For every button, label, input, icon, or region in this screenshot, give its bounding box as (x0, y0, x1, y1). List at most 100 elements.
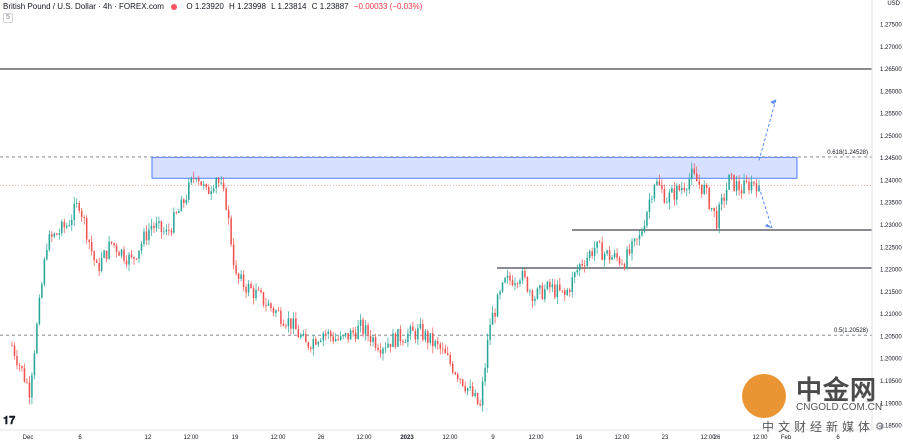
candle-body (78, 203, 81, 211)
candle-body (190, 177, 193, 183)
candle-body (389, 343, 392, 348)
candle-body (115, 245, 118, 252)
candle-body (484, 367, 486, 382)
candle-body (297, 329, 300, 338)
price-axis[interactable]: 1.27500 1.27000 1.26500 1.26000 1.25500 1.250… (871, 0, 903, 442)
candle-body (354, 332, 357, 340)
candle-body (678, 185, 681, 191)
candle-body (225, 188, 227, 210)
horizontal-levels[interactable]: 1.265011.228871.220350.618(1.24528)0.5(1… (0, 64, 903, 336)
candle-body (53, 233, 56, 237)
candle-body (349, 330, 352, 340)
candle-body (392, 333, 394, 348)
candle-body (237, 273, 240, 279)
candle-body (51, 234, 53, 237)
candle-body (197, 178, 200, 182)
indicator-collapse-toggle[interactable]: 5 (3, 13, 13, 23)
candle-body (738, 181, 740, 191)
candle-body (708, 187, 710, 210)
candle-body (688, 179, 691, 190)
candle-body (285, 325, 287, 327)
candle-body (133, 256, 135, 259)
time-tick-label: 12:00 (442, 435, 458, 441)
candle-body (245, 287, 247, 293)
fib-level-label: 0.618(1.24528) (827, 150, 868, 156)
projection-arrows[interactable] (758, 99, 777, 229)
candle-body (748, 181, 750, 191)
candle-body (571, 277, 574, 293)
candle-body (73, 203, 76, 221)
gear-icon[interactable]: ⚙ (875, 421, 885, 433)
price-tick-label: 1.23000 (880, 223, 902, 229)
candle-body (56, 233, 58, 235)
candle-body (603, 253, 606, 260)
candle-body (519, 280, 521, 284)
candle-body (745, 180, 748, 182)
candle-body (332, 336, 334, 342)
bearish-projection-arrow[interactable] (758, 186, 773, 229)
candle-body (419, 324, 422, 329)
candle-body (302, 334, 305, 336)
tradingview-logo-icon[interactable]: 𝟏𝟕 (3, 415, 16, 427)
candle-body (476, 392, 479, 405)
price-tick-label: 1.25500 (880, 112, 902, 118)
candle-body (384, 347, 387, 349)
candle-body (504, 277, 506, 283)
candle-body (705, 184, 708, 188)
candle-body (160, 221, 163, 232)
candle-body (506, 275, 509, 278)
price-tick-label: 1.20500 (880, 334, 902, 340)
candle-body (489, 324, 491, 340)
candle-body (110, 241, 113, 243)
candle-body (337, 339, 339, 340)
price-tick-label: 1.26500 (880, 67, 902, 73)
candle-body (718, 204, 720, 229)
currency-label[interactable]: USD (887, 1, 900, 7)
candle-body (324, 333, 327, 335)
candle-body (232, 244, 235, 266)
candle-body (83, 217, 85, 218)
candle-body (621, 263, 623, 265)
time-tick-label: 6 (78, 435, 82, 441)
candle-body (200, 181, 203, 186)
time-axis[interactable]: Dec 6 12 12:00 19 12:00 26 12:00 2023 12:00 9 12:00… (0, 429, 872, 441)
ohlc-change: −0.00033 (−0.03%) (353, 2, 423, 11)
candle-body (556, 284, 559, 298)
candle-body (257, 289, 260, 291)
candle-body (98, 262, 100, 271)
candle-body (130, 254, 133, 257)
candle-body (725, 189, 728, 201)
candle-body (544, 289, 546, 300)
candle-body (414, 330, 417, 340)
candle-body (270, 303, 272, 309)
candle-body (710, 207, 713, 210)
candle-body (334, 339, 337, 342)
candle-body (514, 283, 516, 286)
candle-body (601, 242, 603, 260)
candle-body (638, 235, 641, 240)
bullish-projection-arrow[interactable] (758, 99, 777, 161)
candle-body (516, 283, 519, 285)
candle-body (554, 284, 556, 298)
candle-body (399, 329, 402, 342)
candle-body (743, 180, 745, 194)
candle-body (222, 182, 225, 189)
candle-body (138, 250, 140, 259)
candle-body (407, 333, 409, 343)
candle-body (598, 241, 601, 243)
candle-body (444, 348, 447, 354)
candle-body (434, 340, 437, 347)
candle-body (536, 288, 539, 299)
candle-body (212, 188, 215, 192)
candle-body (486, 339, 489, 368)
time-tick-label: 6 (836, 435, 840, 441)
resistance-zone[interactable] (151, 156, 798, 179)
candle-body (103, 250, 105, 258)
resistance-zone-rect[interactable] (151, 156, 798, 179)
candle-body (364, 325, 367, 335)
candle-body (698, 181, 701, 185)
candle-body (173, 212, 175, 233)
time-tick-label: 9 (491, 435, 495, 441)
candle-body (439, 344, 442, 349)
